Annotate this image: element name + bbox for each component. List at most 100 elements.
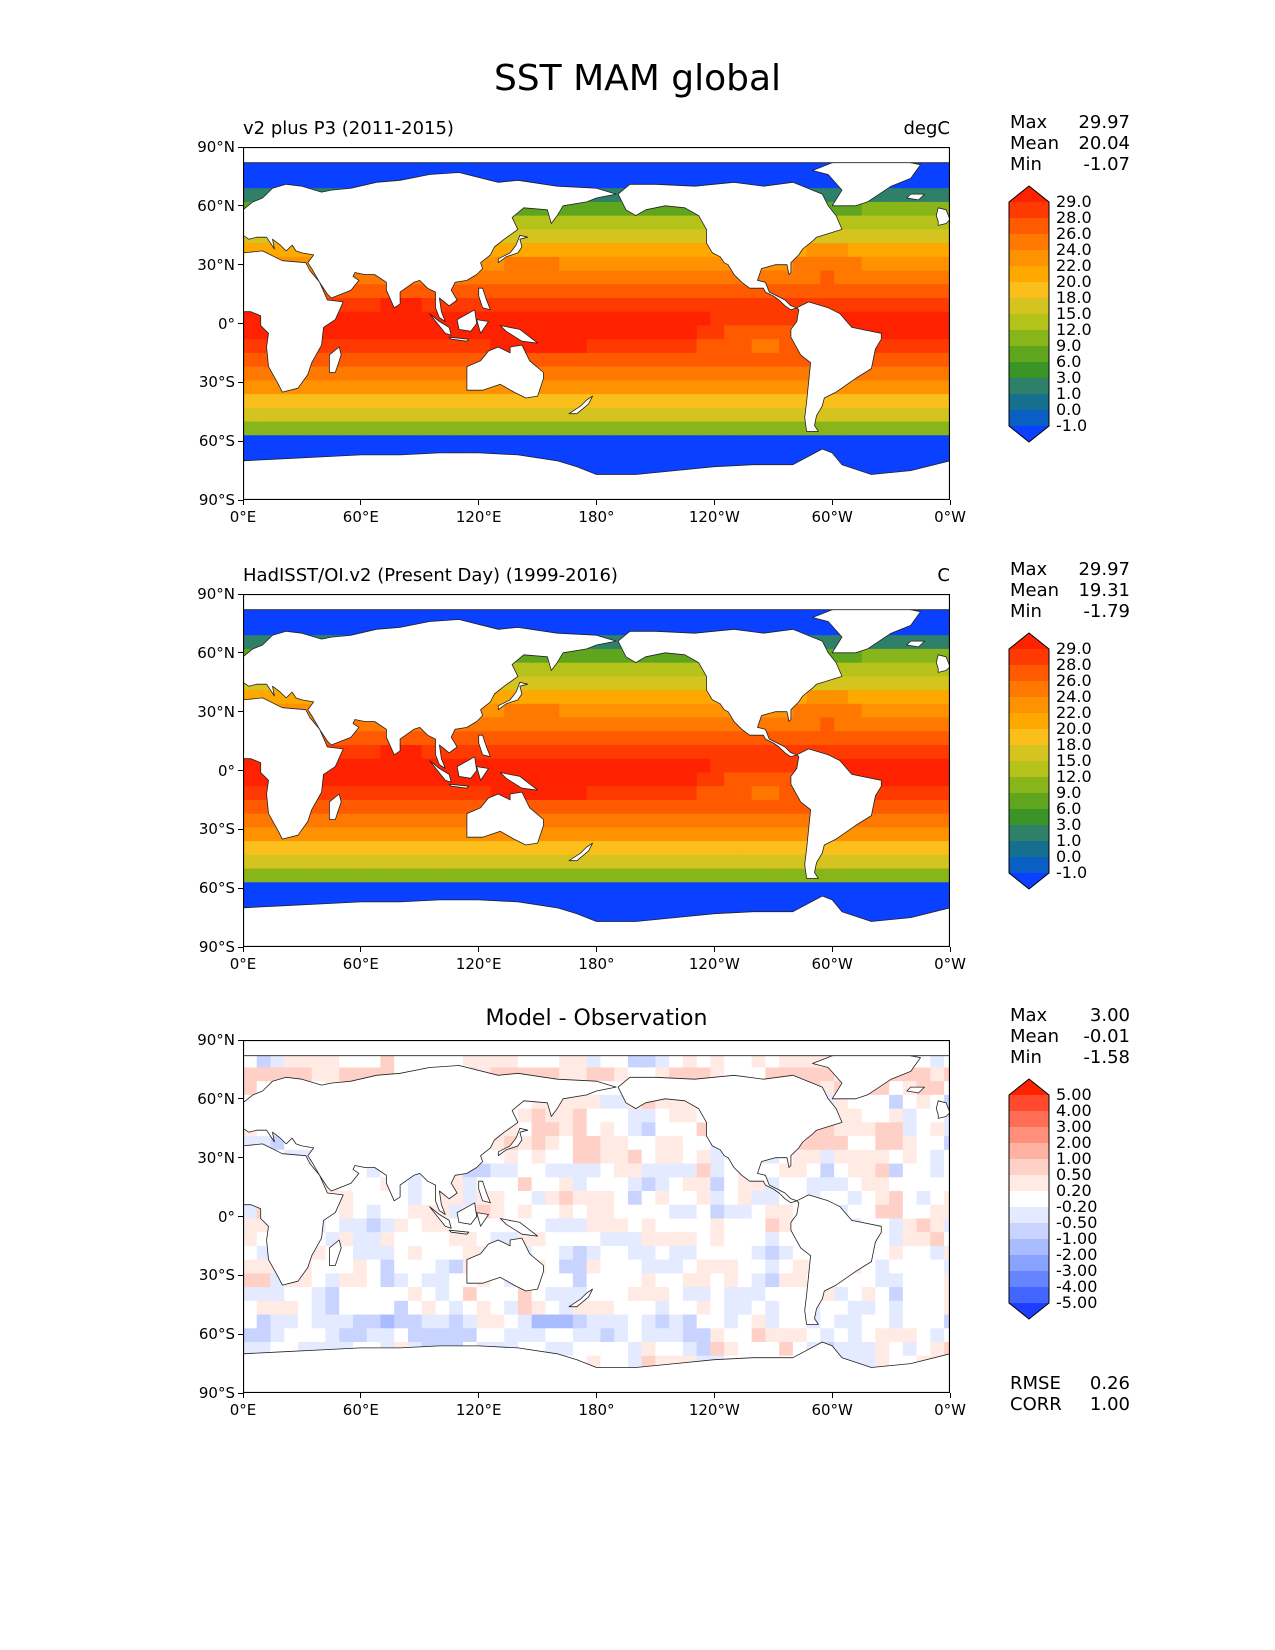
colorbar-band	[1009, 346, 1049, 363]
field-cell	[916, 662, 931, 677]
field-cell	[559, 1245, 574, 1261]
field-cell	[545, 339, 560, 354]
field-cell	[586, 758, 602, 774]
field-cell	[394, 394, 409, 409]
field-cell	[710, 270, 725, 285]
field-cell	[765, 1259, 780, 1274]
field-cell	[944, 298, 950, 313]
field-cell	[847, 1204, 863, 1220]
field-cell	[875, 435, 890, 450]
field-cell	[696, 1177, 712, 1192]
field-cell	[902, 786, 918, 801]
field-cell	[490, 1314, 505, 1329]
field-cell	[806, 690, 821, 705]
field-cell	[545, 868, 560, 883]
field-cell	[751, 1191, 766, 1206]
field-cell	[944, 868, 950, 883]
colorbar-extend-max	[1009, 633, 1049, 649]
field-cell	[806, 717, 821, 732]
field-cell	[889, 284, 904, 299]
field-cell	[944, 635, 950, 650]
field-cell	[779, 717, 794, 732]
field-cell	[284, 1314, 299, 1329]
panel-title: Model - Observation	[485, 1006, 708, 1031]
field-cell	[944, 256, 950, 272]
field-cell	[297, 841, 313, 856]
colorbar-band	[1009, 378, 1049, 395]
field-cell	[490, 325, 505, 340]
field-cell	[696, 298, 712, 313]
field-cell	[504, 1163, 519, 1178]
field-cell	[655, 421, 670, 436]
field-cell	[655, 380, 670, 395]
y-tick-label: 90°S	[198, 938, 235, 956]
stat-corr: CORR 1.00	[1010, 1394, 1130, 1416]
field-cell	[737, 758, 753, 774]
field-cell	[256, 607, 272, 623]
field-cell	[765, 1342, 780, 1357]
coastline	[499, 325, 538, 344]
field-cell	[737, 1300, 753, 1316]
field-cell	[627, 1053, 643, 1069]
field-cell	[806, 882, 821, 897]
field-cell	[407, 1191, 423, 1206]
field-cell	[586, 1328, 602, 1343]
field-cell	[421, 1191, 437, 1206]
field-cell	[847, 229, 863, 244]
field-cell	[806, 174, 821, 189]
field-cell	[352, 380, 368, 395]
field-cell	[696, 1136, 712, 1151]
colorbar-extend-min	[1009, 1303, 1049, 1319]
field-cell	[847, 868, 863, 883]
field-cell	[490, 731, 505, 746]
y-tick-mark	[238, 1216, 243, 1217]
field-cell	[572, 703, 588, 719]
field-cell	[875, 1122, 890, 1137]
field-cell	[724, 868, 739, 883]
field-cell	[586, 201, 602, 217]
field-cell	[572, 1191, 588, 1206]
field-cell	[380, 1314, 395, 1329]
field-cell	[256, 407, 272, 423]
field-cell	[572, 435, 588, 450]
colorbar-outline	[1008, 632, 1050, 890]
field-cell	[834, 256, 849, 272]
field-cell	[724, 1273, 739, 1288]
field-cell	[944, 1328, 950, 1343]
field-cell	[820, 690, 835, 705]
field-cell	[366, 311, 382, 327]
field-cell	[531, 1314, 547, 1329]
field-cell	[531, 229, 547, 244]
field-cell	[545, 407, 560, 423]
field-cell	[696, 311, 712, 327]
field-cell	[724, 1191, 739, 1206]
field-cell	[669, 827, 684, 842]
colorbar-tick-label: 0.20	[1056, 1181, 1092, 1200]
field-cell	[531, 270, 547, 285]
field-cell	[559, 1191, 574, 1206]
field-cell	[435, 435, 450, 450]
field-cell	[944, 1136, 950, 1151]
field-cell	[779, 435, 794, 450]
field-cell	[421, 339, 437, 354]
field-cell	[545, 703, 560, 719]
field-cell	[710, 731, 725, 746]
field-cell	[724, 896, 739, 911]
field-cell	[641, 758, 657, 774]
field-cell	[490, 758, 505, 774]
colorbar-tick-label: -0.50	[1056, 1213, 1098, 1232]
stat-key: Mean	[1010, 133, 1060, 154]
field-cell	[545, 1314, 560, 1329]
field-cell	[944, 1053, 950, 1069]
field-cell	[545, 229, 560, 244]
coastline	[790, 301, 882, 432]
field-cell	[916, 1314, 931, 1329]
field-cell	[627, 772, 643, 787]
field-cell	[545, 160, 560, 176]
colorbar-tick-label: -4.00	[1056, 1277, 1098, 1296]
field-cell	[930, 256, 945, 272]
field-cell	[449, 1245, 464, 1261]
field-cell	[462, 298, 478, 313]
field-cell	[889, 690, 904, 705]
field-cell	[724, 407, 739, 423]
